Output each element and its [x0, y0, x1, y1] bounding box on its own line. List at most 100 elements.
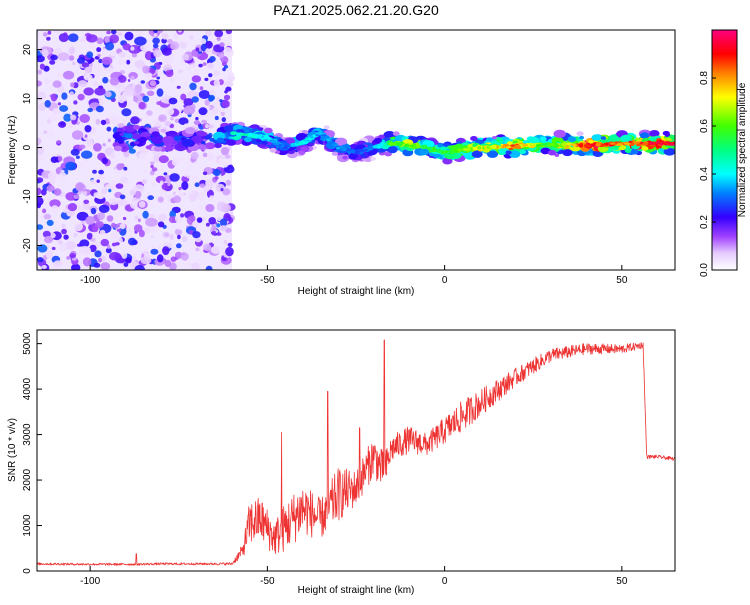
noise-speckle: [198, 107, 208, 116]
ridge-mark: [137, 130, 142, 134]
x-tick-label: 50: [616, 275, 628, 286]
ridge-core-mark: [500, 145, 506, 149]
ridge-mark: [131, 133, 141, 140]
ridge-mark: [370, 156, 377, 161]
ridge-core-mark: [257, 135, 262, 138]
ridge-mark: [620, 134, 632, 143]
noise-speckle: [144, 51, 153, 61]
noise-speckle: [122, 216, 127, 221]
noise-speckle: [111, 242, 117, 247]
noise-speckle: [195, 116, 199, 121]
noise-speckle: [82, 190, 88, 196]
noise-speckle: [141, 178, 147, 185]
noise-speckle: [164, 194, 169, 198]
noise-speckle: [195, 247, 200, 252]
noise-speckle: [207, 152, 215, 161]
noise-speckle: [94, 250, 102, 258]
noise-speckle: [78, 80, 88, 88]
noise-speckle: [110, 222, 116, 228]
noise-speckle: [38, 98, 42, 102]
noise-speckle: [211, 107, 219, 114]
ridge-mark: [539, 136, 547, 142]
ridge-core-mark: [584, 144, 588, 148]
noise-speckle: [101, 48, 108, 55]
ridge-core-mark: [561, 142, 567, 146]
ridge-mark: [567, 136, 577, 143]
noise-speckle: [147, 195, 154, 201]
noise-speckle: [149, 80, 156, 87]
noise-speckle: [101, 188, 108, 195]
noise-speckle: [38, 102, 46, 112]
noise-speckle: [214, 176, 219, 180]
y-tick-label: 2000: [22, 468, 33, 491]
noise-speckle: [98, 173, 106, 180]
noise-speckle: [211, 230, 217, 236]
ridge-core-mark: [616, 143, 623, 146]
noise-speckle: [156, 101, 161, 105]
noise-speckle: [183, 98, 194, 106]
noise-speckle: [37, 91, 47, 100]
ridge-mark: [547, 149, 557, 156]
noise-speckle: [178, 30, 182, 33]
noise-speckle: [213, 70, 220, 77]
ridge-core-mark: [240, 133, 246, 136]
x-tick-label: -50: [260, 576, 275, 587]
noise-speckle: [183, 105, 195, 115]
noise-speckle: [142, 95, 150, 103]
noise-speckle: [41, 265, 47, 269]
noise-speckle: [178, 69, 183, 74]
colorbar: 0.0 0.2 0.4 0.6 0.8 Normalized spectral ampl…: [699, 29, 748, 277]
noise-speckle: [223, 94, 231, 101]
noise-speckle: [86, 232, 93, 240]
noise-speckle: [83, 199, 90, 204]
noise-speckle: [170, 41, 180, 50]
noise-speckle: [191, 75, 202, 83]
noise-speckle: [201, 119, 208, 124]
noise-speckle: [59, 105, 69, 112]
y-tick-label: 0: [22, 144, 33, 150]
noise-speckle: [66, 211, 73, 217]
noise-speckle: [223, 47, 233, 54]
noise-speckle: [181, 60, 186, 65]
noise-speckle: [137, 30, 144, 36]
noise-speckle: [106, 30, 111, 35]
noise-speckle: [58, 172, 68, 182]
noise-speckle: [51, 246, 56, 251]
ridge-mark: [641, 146, 649, 151]
noise-speckle: [194, 72, 200, 76]
noise-speckle: [109, 115, 120, 125]
noise-speckle: [118, 95, 125, 104]
noise-speckle: [152, 43, 159, 49]
noise-speckle: [87, 107, 93, 113]
noise-speckle: [125, 257, 132, 264]
ridge-core-mark: [634, 141, 641, 144]
noise-speckle: [40, 188, 47, 196]
ridge-core-mark: [303, 139, 311, 142]
noise-speckle: [192, 231, 201, 239]
noise-speckle: [207, 63, 214, 69]
noise-speckle: [76, 205, 83, 210]
ridge-core-mark: [586, 144, 592, 148]
ridge-core-mark: [571, 144, 578, 147]
noise-speckle: [198, 63, 203, 68]
noise-speckle: [58, 121, 67, 128]
noise-speckle: [100, 238, 110, 247]
ridge-mark: [553, 129, 566, 138]
ridge-mark: [162, 135, 175, 145]
spectrogram-y-axis-label: Frequency (Hz): [7, 116, 18, 185]
noise-speckle: [138, 101, 146, 110]
noise-speckle: [67, 203, 78, 212]
noise-speckle: [63, 70, 75, 80]
ridge-mark: [261, 140, 268, 145]
noise-speckle: [81, 62, 90, 68]
noise-speckle: [56, 140, 61, 144]
noise-speckle: [73, 194, 80, 200]
noise-speckle: [96, 179, 100, 183]
noise-speckle: [95, 118, 101, 125]
noise-speckle: [70, 82, 75, 88]
noise-speckle: [150, 248, 159, 255]
noise-speckle: [203, 243, 212, 251]
colorbar-tick-label: 0.2: [699, 215, 710, 229]
noise-speckle: [124, 181, 130, 185]
